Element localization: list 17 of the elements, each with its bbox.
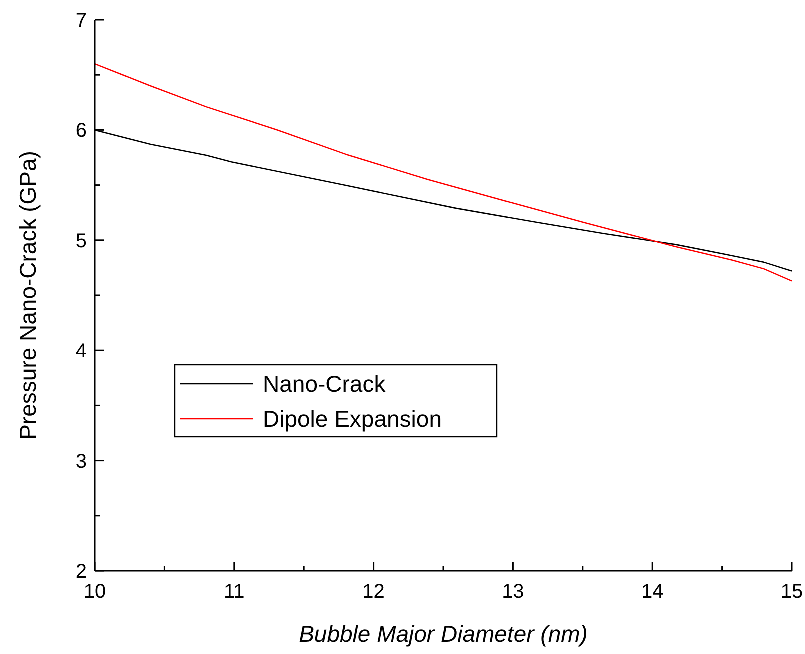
y-tick-label: 7 <box>76 10 87 32</box>
y-axis-title: Pressure Nano-Crack (GPa) <box>15 151 41 440</box>
x-tick-label: 11 <box>224 581 245 603</box>
legend-label: Dipole Expansion <box>263 406 442 432</box>
x-tick-label: 13 <box>502 581 524 603</box>
legend-label: Nano-Crack <box>263 371 386 398</box>
y-tick-label: 5 <box>76 230 87 252</box>
y-tick-label: 3 <box>76 450 87 473</box>
line-series <box>94 63 793 282</box>
x-tick-label: 15 <box>780 581 804 603</box>
y-tick-label: 6 <box>76 120 87 142</box>
x-tick-label: 12 <box>362 581 385 603</box>
y-tick-label: 2 <box>76 561 87 583</box>
y-tick-label: 4 <box>76 340 87 363</box>
x-tick-label: 14 <box>641 581 664 603</box>
x-tick-label: 10 <box>84 581 106 603</box>
x-axis-title: Bubble Major Diameter (nm) <box>299 621 588 647</box>
